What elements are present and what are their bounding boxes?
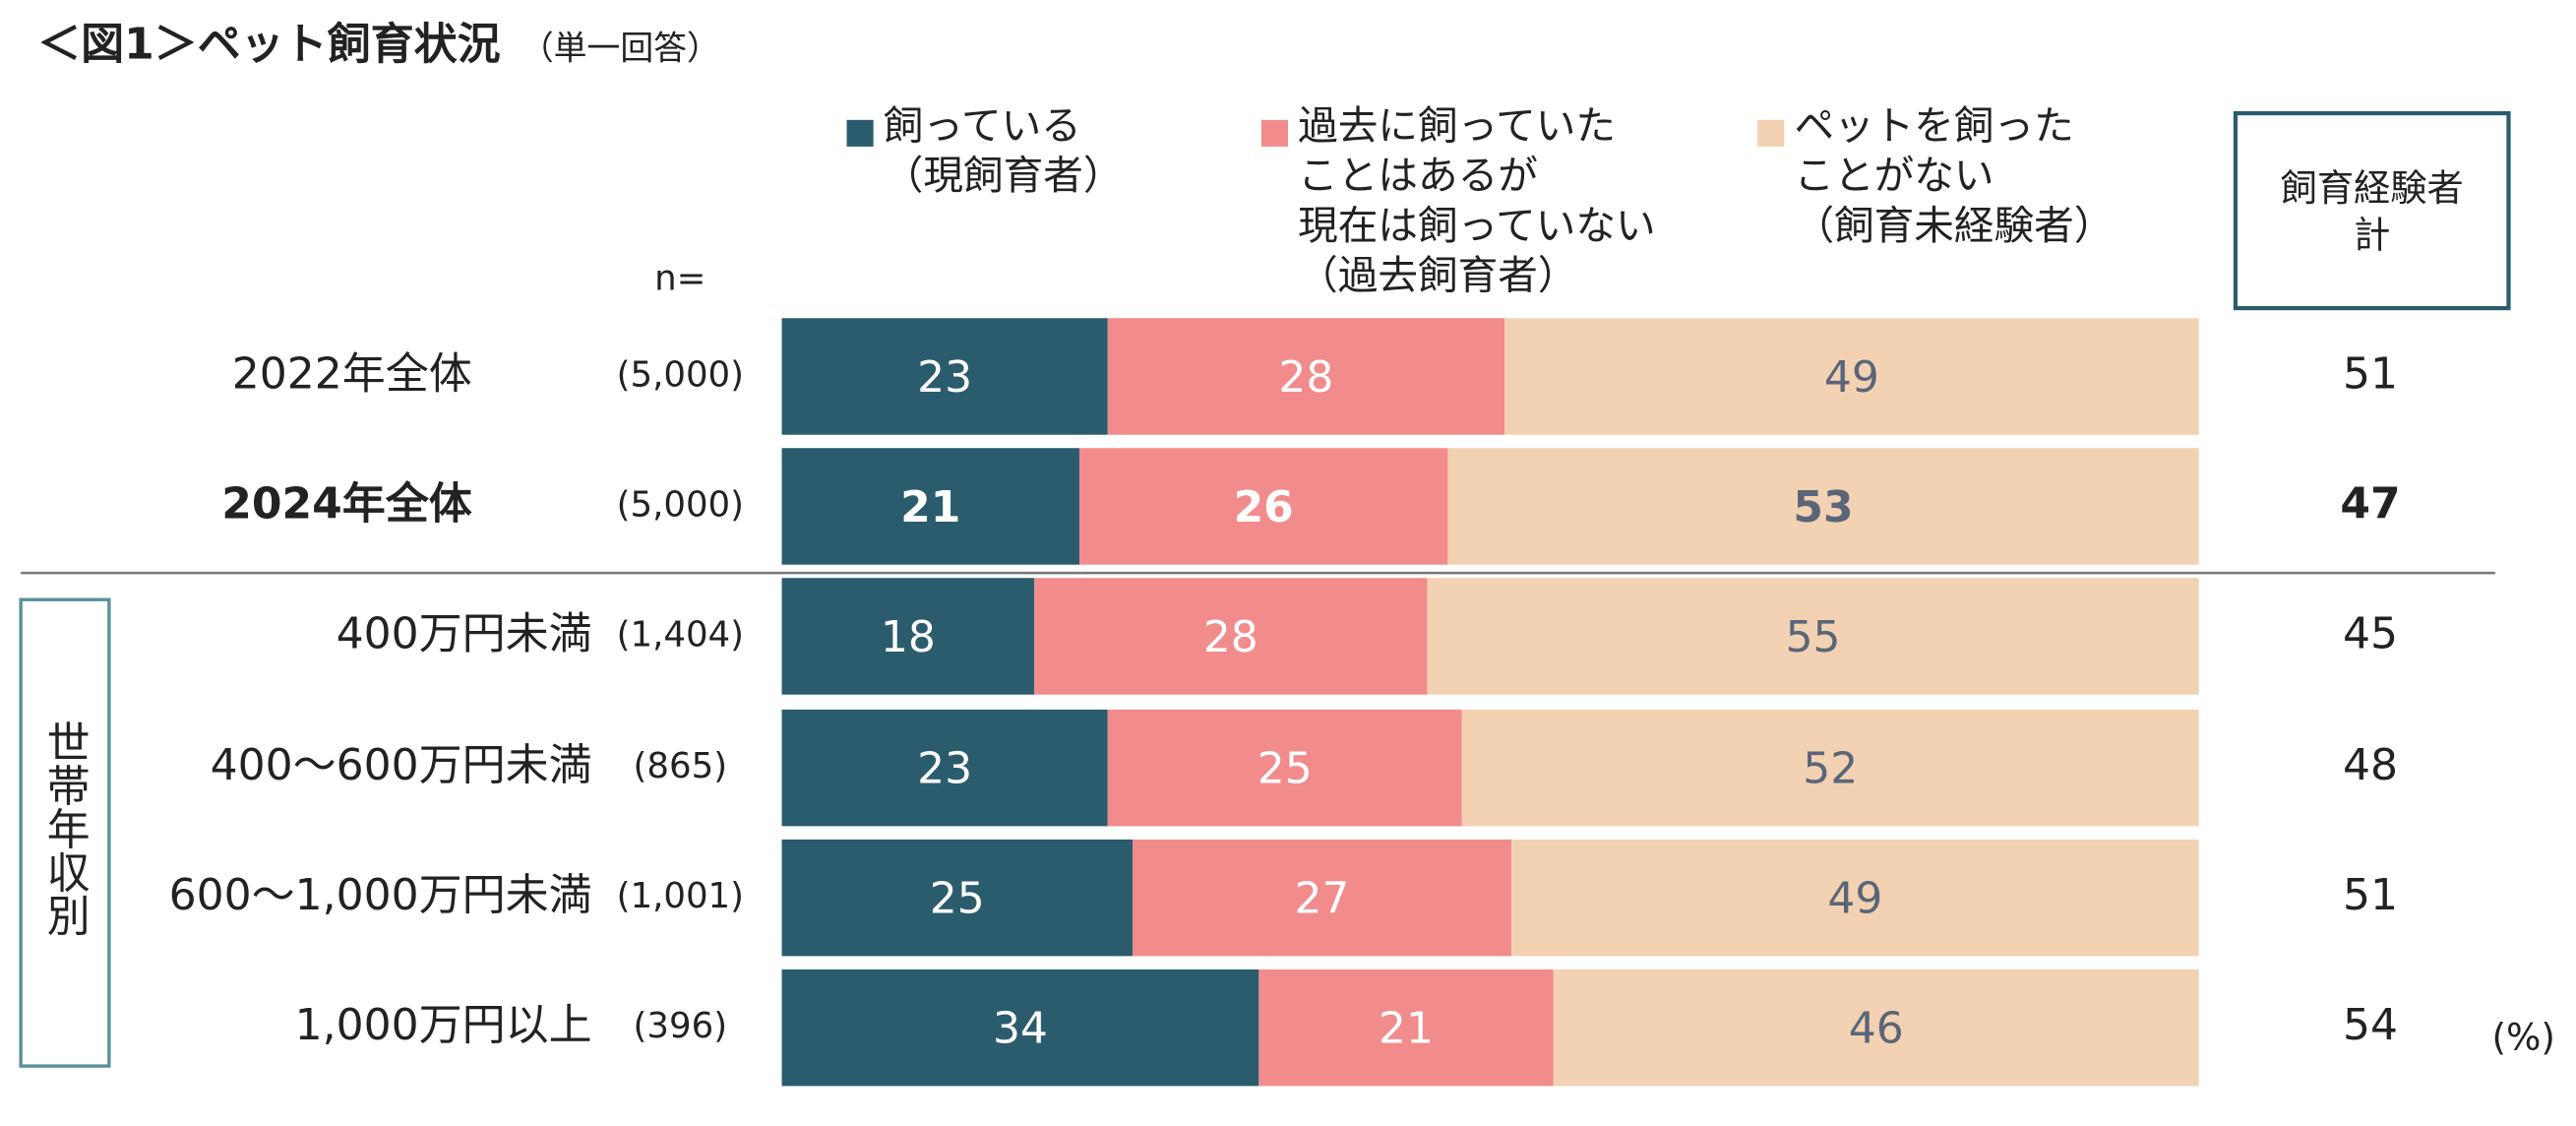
value-label: 49	[1827, 874, 1882, 924]
legend-swatch	[1260, 119, 1288, 147]
n-label: (1,404)	[617, 614, 744, 655]
legend-swatch	[1757, 119, 1785, 147]
bar-segment	[1447, 448, 2199, 565]
total-header-box	[2233, 110, 2511, 311]
value-label: 23	[917, 352, 972, 403]
n-label: (1,001)	[617, 876, 744, 916]
category-label: 400万円未満	[337, 608, 592, 658]
total-header: 飼育経験者計	[2281, 165, 2464, 255]
category-label: 2024年全体	[221, 478, 471, 529]
chart-subtitle: （単一回答）	[521, 29, 720, 67]
bar-segment	[1427, 578, 2199, 695]
category-label: 600～1,000万円未満	[169, 870, 592, 920]
value-label: 23	[917, 744, 972, 794]
legend-swatch	[846, 119, 874, 147]
bar-segment	[1107, 709, 1462, 827]
value-label: 26	[1234, 482, 1294, 532]
n-label: (5,000)	[617, 354, 744, 395]
n-label: (5,000)	[617, 484, 744, 525]
value-label: 21	[1379, 1004, 1434, 1054]
bar-segment	[1511, 839, 2199, 957]
category-label: 1,000万円以上	[295, 1000, 592, 1050]
bar-segment	[1034, 578, 1428, 695]
total-value: 51	[2343, 348, 2398, 399]
n-label: (865)	[634, 746, 728, 786]
bar-segment	[1258, 969, 1554, 1087]
legend-label: 飼っている（現飼育者）	[884, 101, 1124, 199]
category-label: 2022年全体	[232, 348, 472, 399]
bar-segment	[781, 969, 1259, 1087]
bar-segment	[781, 839, 1134, 957]
legend-label: ペットを飼ったことがない（飼育未経験者）	[1794, 101, 2114, 249]
bar-segment	[1133, 839, 1512, 957]
value-label: 55	[1786, 612, 1841, 662]
bar-segment	[1078, 448, 1448, 565]
value-label: 28	[1278, 352, 1333, 403]
value-label: 18	[881, 612, 936, 662]
bar-segment	[781, 709, 1108, 827]
chart-title: ＜図1＞ペット飼育状況	[37, 19, 501, 69]
unit-label: (%)	[2491, 1016, 2554, 1059]
value-label: 49	[1824, 352, 1879, 403]
bar-segment	[1461, 709, 2199, 827]
value-label: 46	[1849, 1004, 1904, 1054]
n-header: n=	[654, 258, 705, 298]
value-label: 21	[900, 482, 960, 532]
value-label: 28	[1203, 612, 1258, 662]
n-label: (396)	[634, 1006, 728, 1046]
total-value: 48	[2343, 740, 2398, 790]
total-value: 45	[2343, 608, 2398, 658]
value-label: 53	[1793, 482, 1853, 532]
bar-segment	[1553, 969, 2199, 1087]
bar-segment	[781, 448, 1079, 565]
bar-segment	[781, 578, 1035, 695]
value-label: 25	[930, 874, 985, 924]
total-value: 54	[2343, 1000, 2398, 1050]
bar-segment	[1107, 318, 1505, 435]
group-box	[19, 597, 111, 1068]
category-label: 400～600万円未満	[211, 740, 592, 790]
total-value: 47	[2340, 478, 2400, 529]
value-label: 25	[1257, 744, 1313, 794]
value-label: 52	[1803, 744, 1858, 794]
bar-segment	[781, 318, 1108, 435]
group-label: 世帯年収別	[39, 719, 90, 936]
value-label: 27	[1295, 874, 1350, 924]
bar-segment	[1504, 318, 2199, 435]
value-label: 34	[993, 1004, 1048, 1054]
legend-label: 過去に飼っていたことはあるが現在は飼っていない（過去飼育者）	[1298, 101, 1655, 298]
total-value: 51	[2343, 870, 2398, 920]
